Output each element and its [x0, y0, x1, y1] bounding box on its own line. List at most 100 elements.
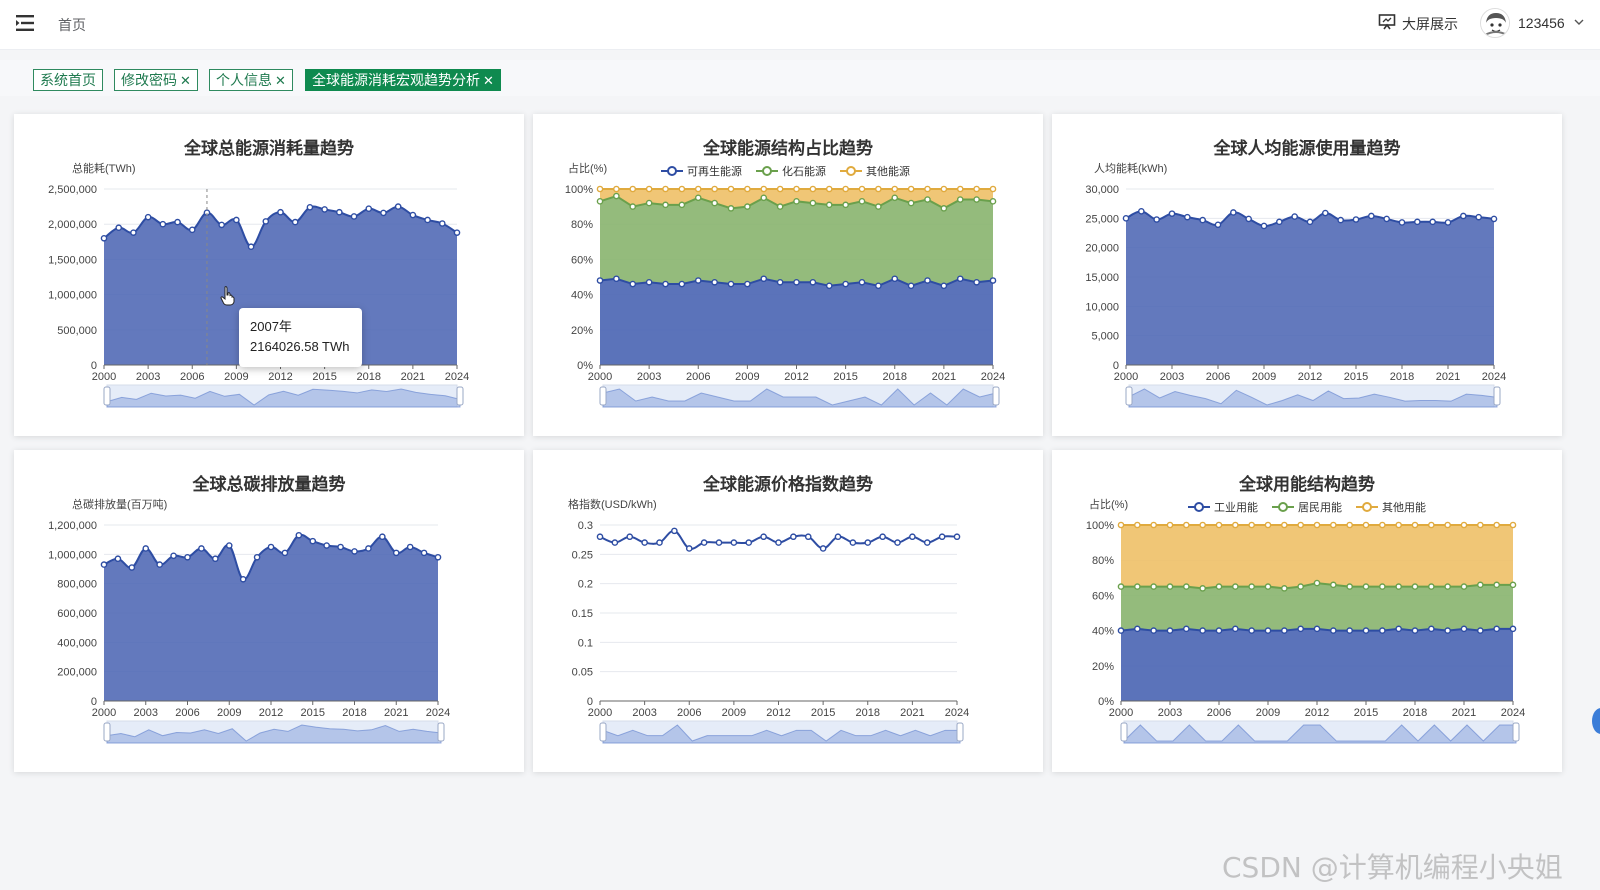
data-zoom-handle [437, 722, 445, 742]
data-zoom-preview [602, 388, 997, 408]
legend-marker [1362, 502, 1372, 512]
data-point [776, 185, 784, 193]
data-zoom-handle [992, 386, 1000, 406]
data-point [730, 539, 738, 546]
y-tick-label: 60% [571, 254, 593, 266]
data-point [336, 208, 343, 216]
x-tick-label: 2003 [1160, 371, 1184, 383]
data-point [809, 278, 817, 286]
total-energy-chart[interactable]: 总能耗(TWh) 0 500,000 1,000,000 1,500,000 2,000,… [14, 114, 524, 436]
data-point [940, 282, 948, 290]
data-point [100, 561, 108, 568]
x-tick-label: 2015 [312, 371, 336, 383]
chart-title: 全球用能结构趋势 [1239, 475, 1375, 494]
data-point [1379, 627, 1386, 634]
x-tick-label: 2024 [1482, 371, 1506, 383]
data-point [1395, 625, 1402, 633]
legend-marker [1278, 502, 1288, 512]
y-tick-label: 60% [1092, 590, 1114, 602]
y-tick-label: 20% [571, 325, 593, 337]
data-point [128, 564, 136, 571]
tab-profile[interactable]: 个人信息 ✕ [209, 69, 293, 91]
price-index-chart[interactable]: 格指数(USD/kWh) 0 0.05 0.1 0.15 0.2 0.25 0.3 2000 20… [533, 450, 1043, 772]
data-point [809, 185, 817, 193]
data-point [760, 185, 768, 193]
data-zoom-preview [106, 388, 461, 408]
data-point [156, 561, 163, 568]
data-point [1411, 521, 1419, 529]
tab-label: 全球能源消耗宏观趋势分析 [312, 72, 480, 88]
y-axis-label: 占比(%) [568, 161, 607, 175]
close-icon[interactable]: ✕ [275, 72, 286, 88]
tab-energy-analysis[interactable]: 全球能源消耗宏观趋势分析 ✕ [305, 69, 501, 91]
data-point [225, 542, 233, 549]
data-point [727, 280, 735, 288]
carbon-emission-chart[interactable]: 总碳排放量(百万吨) 0 200,000 400,000 600,000 800,000 1… [14, 450, 524, 772]
data-point [1368, 212, 1375, 220]
floating-handle[interactable] [1592, 708, 1600, 734]
x-tick-label: 2006 [1207, 707, 1231, 719]
x-tick-label: 2018 [1390, 371, 1414, 383]
user-menu[interactable]: 123456 [1480, 8, 1585, 38]
y-axis-label: 格指数(USD/kWh) [568, 497, 657, 511]
data-point [1260, 222, 1268, 230]
y-tick-label: 600,000 [57, 608, 97, 620]
area-series-0 [104, 534, 438, 701]
x-tick-label: 2006 [180, 371, 204, 383]
watermark: CSDN @计算机编程小央姐 [1222, 851, 1563, 884]
area-series-1 [600, 196, 993, 286]
data-point [1444, 521, 1451, 529]
tab-change-password[interactable]: 修改密码 ✕ [114, 69, 198, 91]
x-tick-label: 2012 [1298, 371, 1322, 383]
data-point [323, 542, 330, 549]
data-point [1150, 627, 1157, 634]
tab-label: 系统首页 [40, 72, 96, 88]
data-point [790, 533, 797, 541]
data-point [1199, 216, 1206, 224]
data-zoom-handle [599, 386, 607, 406]
close-icon[interactable]: ✕ [483, 72, 494, 88]
data-point [394, 203, 402, 210]
data-point [1117, 627, 1125, 634]
data-point [130, 229, 137, 236]
data-point [1477, 581, 1484, 589]
data-point [924, 185, 931, 193]
x-tick-label: 2003 [1158, 707, 1182, 719]
y-tick-label: 0 [1113, 360, 1119, 372]
data-point [218, 221, 225, 229]
data-point [1428, 583, 1435, 590]
data-point [438, 220, 446, 227]
x-tick-label: 2024 [981, 371, 1005, 383]
usage-structure-chart[interactable]: 占比(%) 0% 20% 40% 60% 80% 100% 工业用能 居民用能 其他用能 2000 2… [1052, 450, 1562, 772]
chart-card-total-energy: 总能耗(TWh) 0 500,000 1,000,000 1,500,000 2,000,… [14, 114, 524, 436]
breadcrumb[interactable]: 首页 [58, 17, 86, 33]
data-point [1346, 521, 1353, 529]
data-point [239, 575, 247, 583]
y-tick-label: 10,000 [1085, 301, 1119, 313]
x-tick-label: 2003 [134, 707, 158, 719]
tooltip-year: 2007年 [250, 319, 292, 334]
data-point [1352, 216, 1360, 223]
data-point [989, 198, 997, 205]
data-zoom-handle [1120, 722, 1128, 742]
data-point [891, 185, 899, 193]
data-zoom-handle [1512, 722, 1520, 742]
data-point [1330, 581, 1337, 589]
close-icon[interactable]: ✕ [180, 72, 191, 88]
per-capita-energy-chart[interactable]: 人均能耗(kWh) 0 5,000 10,000 15,000 20,000 25,000 3… [1052, 114, 1562, 436]
data-point [1444, 627, 1451, 634]
hamburger-icon[interactable] [16, 14, 36, 32]
data-point [613, 192, 620, 200]
area-series-1 [1121, 583, 1513, 631]
monitor-icon [1378, 13, 1396, 34]
data-point [924, 277, 931, 284]
data-point [711, 278, 718, 286]
big-screen-button[interactable]: 大屏展示 [1378, 13, 1458, 34]
y-tick-label: 0% [1098, 696, 1114, 708]
data-point [613, 185, 620, 193]
x-tick-label: 2000 [588, 707, 612, 719]
tab-home[interactable]: 系统首页 [33, 69, 103, 91]
energy-structure-chart[interactable]: 占比(%) 0% 20% 40% 60% 80% 100% 可再生能源 化石能源 其他能源 2000… [533, 114, 1043, 436]
data-point [1330, 627, 1337, 634]
x-tick-label: 2024 [426, 707, 450, 719]
